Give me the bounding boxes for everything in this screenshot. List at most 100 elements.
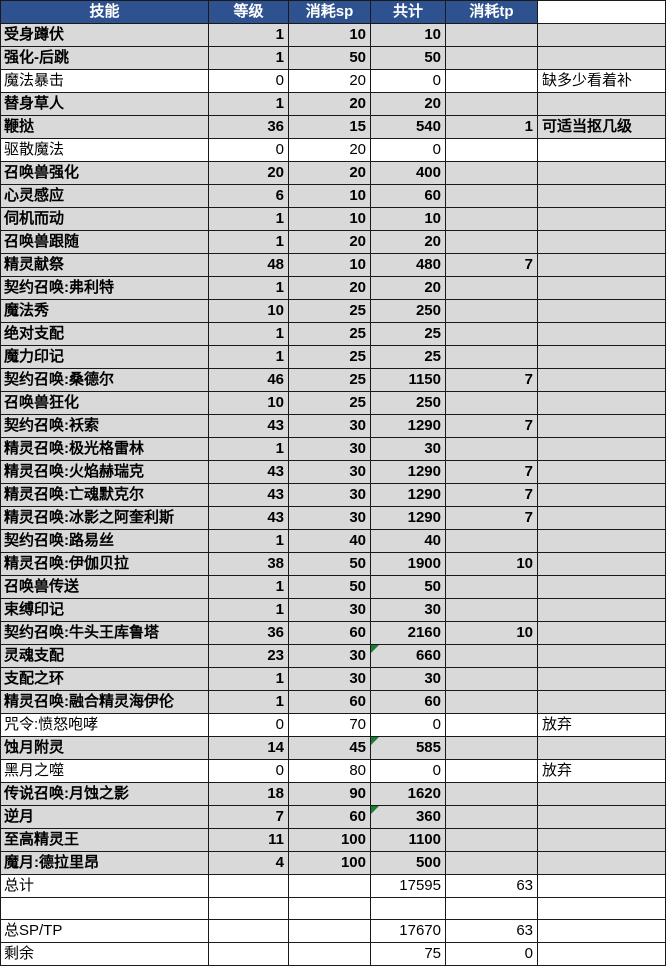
cell-note[interactable] — [537, 529, 666, 553]
cell-tp[interactable] — [445, 299, 538, 323]
cell-level[interactable] — [208, 919, 289, 943]
cell-sp[interactable]: 90 — [288, 782, 371, 806]
cell-skill[interactable]: 魔力印记 — [0, 345, 209, 369]
cell-total[interactable]: 60 — [370, 690, 446, 714]
cell-sp[interactable]: 20 — [288, 69, 371, 93]
cell-tp[interactable]: 7 — [445, 253, 538, 277]
cell-skill[interactable]: 总SP/TP — [0, 919, 209, 943]
cell-note[interactable] — [537, 23, 666, 47]
cell-total[interactable]: 75 — [370, 942, 446, 966]
cell-skill[interactable]: 精灵召唤:火焰赫瑞克 — [0, 460, 209, 484]
cell-note[interactable] — [537, 414, 666, 438]
cell-note[interactable] — [537, 575, 666, 599]
cell-sp[interactable]: 25 — [288, 391, 371, 415]
cell-tp[interactable] — [445, 782, 538, 806]
cell-sp[interactable] — [288, 919, 371, 943]
cell-sp[interactable]: 50 — [288, 46, 371, 70]
cell-sp[interactable]: 40 — [288, 529, 371, 553]
cell-note[interactable] — [537, 92, 666, 116]
cell-note[interactable] — [537, 368, 666, 392]
cell-tp[interactable] — [445, 575, 538, 599]
cell-skill[interactable]: 精灵召唤:亡魂默克尔 — [0, 483, 209, 507]
cell-tp[interactable] — [445, 690, 538, 714]
cell-level[interactable]: 0 — [208, 713, 289, 737]
cell-level[interactable] — [208, 897, 289, 920]
cell-level[interactable]: 11 — [208, 828, 289, 852]
cell-skill[interactable]: 鞭挞 — [0, 115, 209, 139]
cell-total[interactable]: 1290 — [370, 414, 446, 438]
cell-level[interactable] — [208, 942, 289, 966]
cell-level[interactable]: 20 — [208, 161, 289, 185]
cell-sp[interactable] — [288, 942, 371, 966]
cell-sp[interactable]: 25 — [288, 368, 371, 392]
cell-total[interactable]: 20 — [370, 92, 446, 116]
cell-sp[interactable] — [288, 874, 371, 898]
cell-tp[interactable] — [445, 759, 538, 783]
cell-total[interactable]: 60 — [370, 184, 446, 208]
cell-sp[interactable]: 70 — [288, 713, 371, 737]
cell-tp[interactable] — [445, 805, 538, 829]
cell-tp[interactable] — [445, 736, 538, 760]
cell-note[interactable] — [537, 253, 666, 277]
cell-skill[interactable]: 灵魂支配 — [0, 644, 209, 668]
cell-total[interactable]: 400 — [370, 161, 446, 185]
cell-tp[interactable]: 1 — [445, 115, 538, 139]
cell-tp[interactable] — [445, 69, 538, 93]
cell-skill[interactable]: 逆月 — [0, 805, 209, 829]
cell-tp[interactable] — [445, 276, 538, 300]
cell-total[interactable]: 1290 — [370, 460, 446, 484]
cell-level[interactable] — [208, 874, 289, 898]
cell-sp[interactable]: 50 — [288, 575, 371, 599]
cell-total[interactable]: 20 — [370, 230, 446, 254]
cell-tp[interactable] — [445, 391, 538, 415]
cell-tp[interactable] — [445, 46, 538, 70]
cell-note[interactable]: 缺多少看着补 — [537, 69, 666, 93]
cell-tp[interactable]: 10 — [445, 621, 538, 645]
cell-note[interactable] — [537, 322, 666, 346]
cell-skill[interactable]: 精灵召唤:融合精灵海伊伦 — [0, 690, 209, 714]
cell-note[interactable] — [537, 184, 666, 208]
cell-note[interactable] — [537, 851, 666, 875]
cell-total[interactable] — [370, 897, 446, 920]
cell-tp[interactable] — [445, 529, 538, 553]
cell-tp[interactable]: 63 — [445, 919, 538, 943]
cell-level[interactable]: 23 — [208, 644, 289, 668]
cell-sp[interactable]: 25 — [288, 299, 371, 323]
cell-total[interactable]: 250 — [370, 299, 446, 323]
cell-skill[interactable]: 支配之环 — [0, 667, 209, 691]
cell-skill[interactable]: 魔法秀 — [0, 299, 209, 323]
cell-total[interactable]: 40 — [370, 529, 446, 553]
cell-note[interactable] — [537, 506, 666, 530]
cell-note[interactable] — [537, 805, 666, 829]
cell-level[interactable]: 1 — [208, 529, 289, 553]
cell-tp[interactable]: 7 — [445, 368, 538, 392]
cell-total[interactable]: 50 — [370, 575, 446, 599]
cell-sp[interactable]: 25 — [288, 322, 371, 346]
cell-tp[interactable]: 63 — [445, 874, 538, 898]
cell-skill[interactable]: 召唤兽狂化 — [0, 391, 209, 415]
cell-total[interactable]: 500 — [370, 851, 446, 875]
cell-sp[interactable]: 25 — [288, 345, 371, 369]
cell-tp[interactable]: 7 — [445, 460, 538, 484]
cell-total[interactable]: 17670 — [370, 919, 446, 943]
cell-tp[interactable]: 7 — [445, 414, 538, 438]
cell-level[interactable]: 10 — [208, 299, 289, 323]
cell-skill[interactable]: 驱散魔法 — [0, 138, 209, 162]
cell-sp[interactable]: 30 — [288, 460, 371, 484]
cell-level[interactable]: 43 — [208, 483, 289, 507]
cell-skill[interactable]: 绝对支配 — [0, 322, 209, 346]
cell-level[interactable]: 0 — [208, 138, 289, 162]
cell-level[interactable]: 6 — [208, 184, 289, 208]
cell-total[interactable]: 540 — [370, 115, 446, 139]
cell-sp[interactable]: 20 — [288, 161, 371, 185]
cell-note[interactable]: 放弃 — [537, 759, 666, 783]
column-header-tp[interactable]: 消耗tp — [445, 0, 538, 24]
cell-level[interactable]: 38 — [208, 552, 289, 576]
cell-note[interactable] — [537, 919, 666, 943]
cell-sp[interactable]: 30 — [288, 414, 371, 438]
cell-level[interactable]: 43 — [208, 414, 289, 438]
cell-tp[interactable] — [445, 828, 538, 852]
cell-total[interactable]: 20 — [370, 276, 446, 300]
cell-skill[interactable]: 精灵召唤:伊伽贝拉 — [0, 552, 209, 576]
cell-sp[interactable]: 45 — [288, 736, 371, 760]
